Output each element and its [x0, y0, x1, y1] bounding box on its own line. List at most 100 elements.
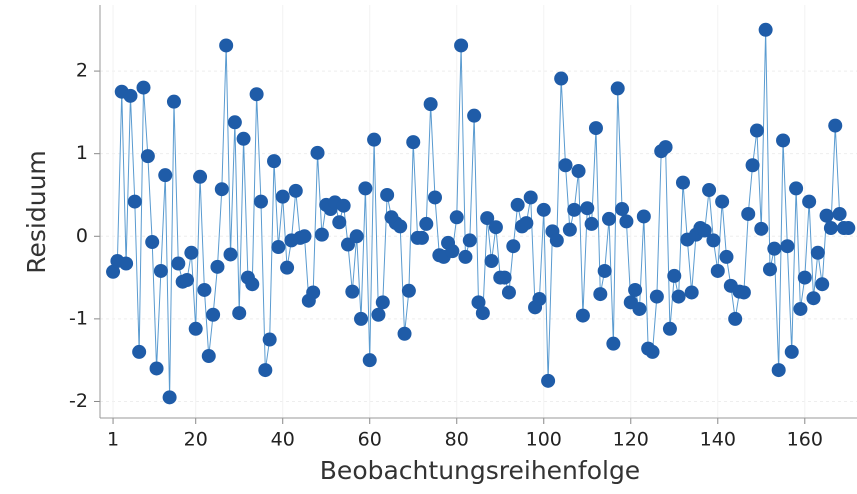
data-point [427, 190, 442, 205]
data-point [571, 164, 586, 179]
x-tick-label: 80 [445, 429, 469, 451]
data-point [628, 282, 643, 297]
data-point [558, 158, 573, 173]
data-point [519, 216, 534, 231]
data-point [593, 287, 608, 302]
data-point [554, 71, 569, 86]
data-point [610, 81, 625, 96]
data-point [297, 229, 312, 244]
data-point [475, 306, 490, 321]
data-point [171, 256, 186, 271]
y-tick-label: -1 [69, 307, 88, 329]
data-point [541, 373, 556, 388]
data-point [780, 239, 795, 254]
data-point [306, 285, 321, 300]
data-point [149, 361, 164, 376]
data-point [619, 214, 634, 229]
x-tick-label: 60 [358, 429, 382, 451]
data-point [210, 259, 225, 274]
data-point [358, 181, 373, 196]
data-point [789, 181, 804, 196]
data-point [180, 273, 195, 288]
data-point [697, 223, 712, 238]
data-point [219, 38, 234, 53]
data-point [132, 344, 147, 359]
data-point [575, 308, 590, 323]
data-point [719, 249, 734, 264]
data-point [214, 182, 229, 197]
data-point [615, 202, 630, 217]
data-point [127, 194, 142, 209]
x-axis-label: Beobachtungsreihenfolge [320, 456, 640, 485]
data-point [597, 263, 612, 278]
data-point [158, 168, 173, 183]
data-point [758, 22, 773, 37]
data-point [793, 301, 808, 316]
data-point [314, 227, 329, 242]
data-point [819, 208, 834, 223]
x-tick-label: 20 [184, 429, 208, 451]
data-point [406, 135, 421, 150]
data-point [197, 282, 212, 297]
data-point [310, 145, 325, 160]
data-point [506, 239, 521, 254]
data-point [123, 88, 138, 103]
data-point [536, 202, 551, 217]
data-point [806, 291, 821, 306]
data-point [153, 263, 168, 278]
x-tick-label: 120 [613, 429, 649, 451]
data-point [645, 344, 660, 359]
data-point [106, 264, 121, 279]
data-point [393, 219, 408, 234]
data-point [449, 210, 464, 225]
data-point [532, 292, 547, 307]
data-point [271, 240, 286, 255]
data-point [736, 285, 751, 300]
data-point [715, 194, 730, 209]
data-point [823, 221, 838, 236]
data-point [832, 206, 847, 221]
data-point [523, 190, 538, 205]
data-point [288, 183, 303, 198]
data-point [810, 245, 825, 260]
data-point [354, 311, 369, 326]
data-point [227, 115, 242, 130]
data-point [606, 336, 621, 351]
plot-area [100, 5, 857, 418]
data-point [776, 133, 791, 148]
data-point [815, 277, 830, 292]
data-point [414, 230, 429, 245]
data-point [841, 221, 856, 236]
data-point [367, 132, 382, 147]
data-point [258, 363, 273, 378]
x-tick-label: 140 [700, 429, 736, 451]
data-point [184, 245, 199, 260]
data-point [497, 270, 512, 285]
data-point [802, 194, 817, 209]
y-tick-label: 1 [76, 142, 88, 164]
data-point [710, 263, 725, 278]
data-point [471, 295, 486, 310]
data-point [549, 233, 564, 248]
data-point [245, 277, 260, 292]
data-point [580, 201, 595, 216]
data-point [162, 390, 177, 405]
data-point [232, 306, 247, 321]
data-point [145, 235, 160, 250]
data-point [754, 221, 769, 236]
data-point [193, 169, 208, 184]
data-point [632, 301, 647, 316]
data-point [510, 197, 525, 212]
data-point [340, 237, 355, 252]
data-point [201, 349, 216, 364]
data-point [675, 175, 690, 190]
y-tick-label: 0 [76, 225, 88, 247]
data-point [206, 307, 221, 322]
y-tick-label: 2 [76, 60, 88, 82]
data-point [567, 202, 582, 217]
data-point [275, 189, 290, 204]
data-point [345, 284, 360, 299]
data-point [762, 262, 777, 277]
data-point [223, 247, 238, 262]
